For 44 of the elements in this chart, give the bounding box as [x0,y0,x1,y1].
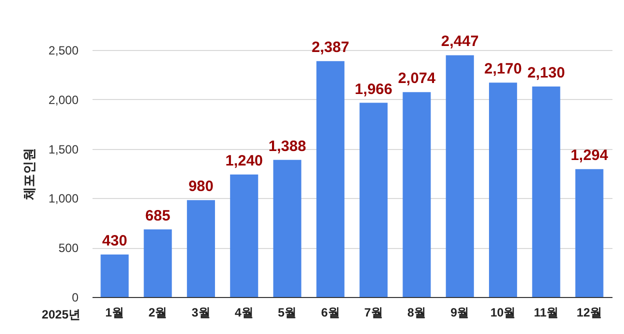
y-tick-label: 2,000 [48,92,79,107]
data-label: 1,294 [570,147,609,164]
x-tick-label: 4월 [234,306,254,320]
data-label: 430 [102,232,128,250]
data-label: 1,388 [268,138,306,155]
data-label: 1,966 [354,80,392,98]
x-tick-label: 3월 [192,306,210,320]
x-tick-label: 1월 [105,306,124,320]
x-tick-label: 9월 [450,306,470,320]
bar [230,174,258,297]
data-label: 2,130 [527,64,565,82]
y-tick-label: 0 [72,290,79,304]
x-tick-label: 10월 [490,306,516,320]
bar [100,254,129,297]
bar [402,92,431,297]
y-tick-label: 1,000 [48,192,79,206]
y-tick-label: 500 [58,241,79,256]
y-axis-title: 체포인원 [21,148,36,201]
bar [532,86,560,297]
bar [360,102,388,297]
data-label: 2,447 [441,33,479,50]
data-label: 980 [188,178,214,196]
data-label: 2,170 [484,60,522,78]
data-label: 2,074 [398,70,436,88]
x-axis-title: 2025년 [42,308,80,322]
x-tick-label: 8월 [407,306,426,320]
bar [144,229,172,297]
bar [446,55,474,297]
x-tick-label: 11월 [534,306,559,320]
bar [273,160,302,297]
x-tick-label: 2월 [148,306,168,320]
bar [575,169,604,297]
data-label: 685 [145,207,170,224]
bar [489,82,518,297]
bar [316,61,344,297]
x-tick-label: 7월 [364,306,383,320]
bar [186,200,215,297]
y-tick-label: 1,500 [48,142,79,156]
y-tick-label: 2,500 [48,44,79,58]
x-tick-label: 12월 [576,306,602,320]
data-label: 2,387 [312,39,350,56]
x-tick-label: 5월 [278,306,297,320]
data-label: 1,240 [225,152,263,170]
x-tick-label: 6월 [321,306,340,320]
